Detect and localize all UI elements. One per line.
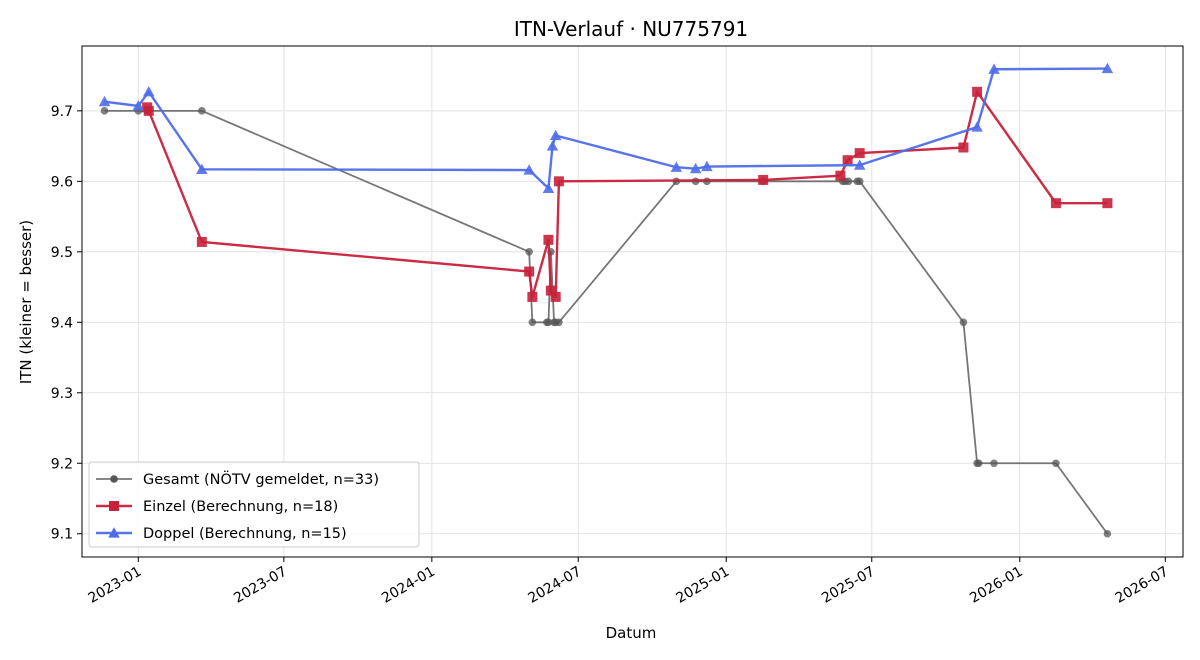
legend-marker-einzel (109, 501, 119, 511)
data-point-gesamt (1103, 529, 1112, 538)
data-point-doppel (1101, 62, 1114, 74)
x-tick-label: 2025-01 (674, 564, 733, 607)
data-point-einzel (1050, 198, 1061, 209)
data-point-einzel (550, 291, 561, 302)
x-axis-label: Datum (606, 624, 657, 642)
y-tick-label: 9.3 (51, 386, 73, 402)
data-point-einzel (524, 266, 535, 277)
x-tick-label: 2024-07 (526, 564, 585, 607)
x-tick-label: 2025-07 (819, 564, 878, 607)
data-point-einzel (543, 234, 554, 245)
plot-frame (81, 45, 1184, 558)
x-tick-label: 2023-01 (86, 564, 145, 607)
data-point-einzel (527, 291, 538, 302)
series-line-einzel (146, 90, 1108, 299)
data-point-gesamt (990, 459, 998, 468)
data-point-gesamt (1052, 459, 1060, 468)
data-point-einzel (545, 285, 556, 296)
data-point-gesamt (544, 318, 553, 327)
data-point-doppel (670, 161, 683, 172)
data-point-doppel (689, 162, 702, 174)
y-tick-label: 9.7 (51, 104, 73, 120)
data-point-einzel (143, 105, 154, 116)
legend-box (88, 461, 420, 548)
y-axis-label: ITN (kleiner = besser) (17, 220, 35, 384)
y-tick-label: 9.6 (51, 174, 73, 190)
legend-marker-gesamt (110, 475, 118, 483)
legend-label-gesamt: Gesamt (NÖTV gemeldet, n=33) (143, 470, 379, 488)
x-tick-label: 2024-01 (379, 564, 438, 607)
data-point-doppel (988, 63, 1000, 74)
y-tick-label: 9.4 (51, 315, 73, 331)
series-einzel (142, 86, 1113, 302)
data-point-einzel (958, 142, 969, 153)
data-point-gesamt (555, 318, 563, 327)
data-point-gesamt (974, 459, 983, 468)
data-point-einzel (553, 176, 564, 187)
data-point-doppel (143, 86, 155, 97)
plot-area (98, 62, 1114, 538)
data-point-doppel (701, 160, 713, 172)
data-point-gesamt (959, 318, 968, 327)
data-point-doppel (971, 121, 983, 132)
y-tick-label: 9.1 (51, 527, 73, 543)
data-point-einzel (758, 174, 769, 185)
data-point-gesamt (855, 177, 864, 186)
series-doppel (98, 62, 1114, 193)
data-point-gesamt (844, 177, 853, 186)
data-point-einzel (1102, 198, 1113, 209)
y-tick-label: 9.5 (51, 245, 73, 261)
legend-marker-doppel (108, 527, 120, 538)
data-point-doppel (542, 182, 555, 193)
data-point-gesamt (198, 107, 206, 115)
x-tick-label: 2026-01 (967, 564, 1026, 607)
data-point-einzel (835, 170, 846, 181)
data-point-gesamt (525, 248, 533, 256)
data-point-gesamt (100, 107, 109, 115)
data-point-doppel (523, 164, 535, 175)
data-point-doppel (98, 95, 111, 107)
data-point-doppel (549, 129, 562, 141)
data-point-einzel (842, 155, 853, 166)
series-line-doppel (104, 67, 1108, 190)
y-tick-label: 9.2 (51, 456, 73, 472)
data-point-gesamt (528, 318, 537, 327)
data-point-einzel (196, 236, 207, 247)
data-point-doppel (853, 159, 866, 170)
chart-title: ITN-Verlauf · NU775791 (514, 17, 748, 41)
x-tick-label: 2026-07 (1113, 564, 1172, 607)
legend-label-einzel: Einzel (Berechnung, n=18) (143, 499, 338, 515)
data-point-doppel (132, 100, 145, 111)
data-point-einzel (854, 148, 865, 159)
legend: Gesamt (NÖTV gemeldet, n=33) Einzel (Bere… (88, 461, 420, 548)
data-point-einzel (972, 86, 983, 97)
legend-label-doppel: Doppel (Berechnung, n=15) (143, 526, 347, 542)
x-tick-label: 2023-07 (231, 564, 290, 607)
data-point-doppel (546, 140, 559, 151)
data-point-doppel (196, 163, 208, 174)
